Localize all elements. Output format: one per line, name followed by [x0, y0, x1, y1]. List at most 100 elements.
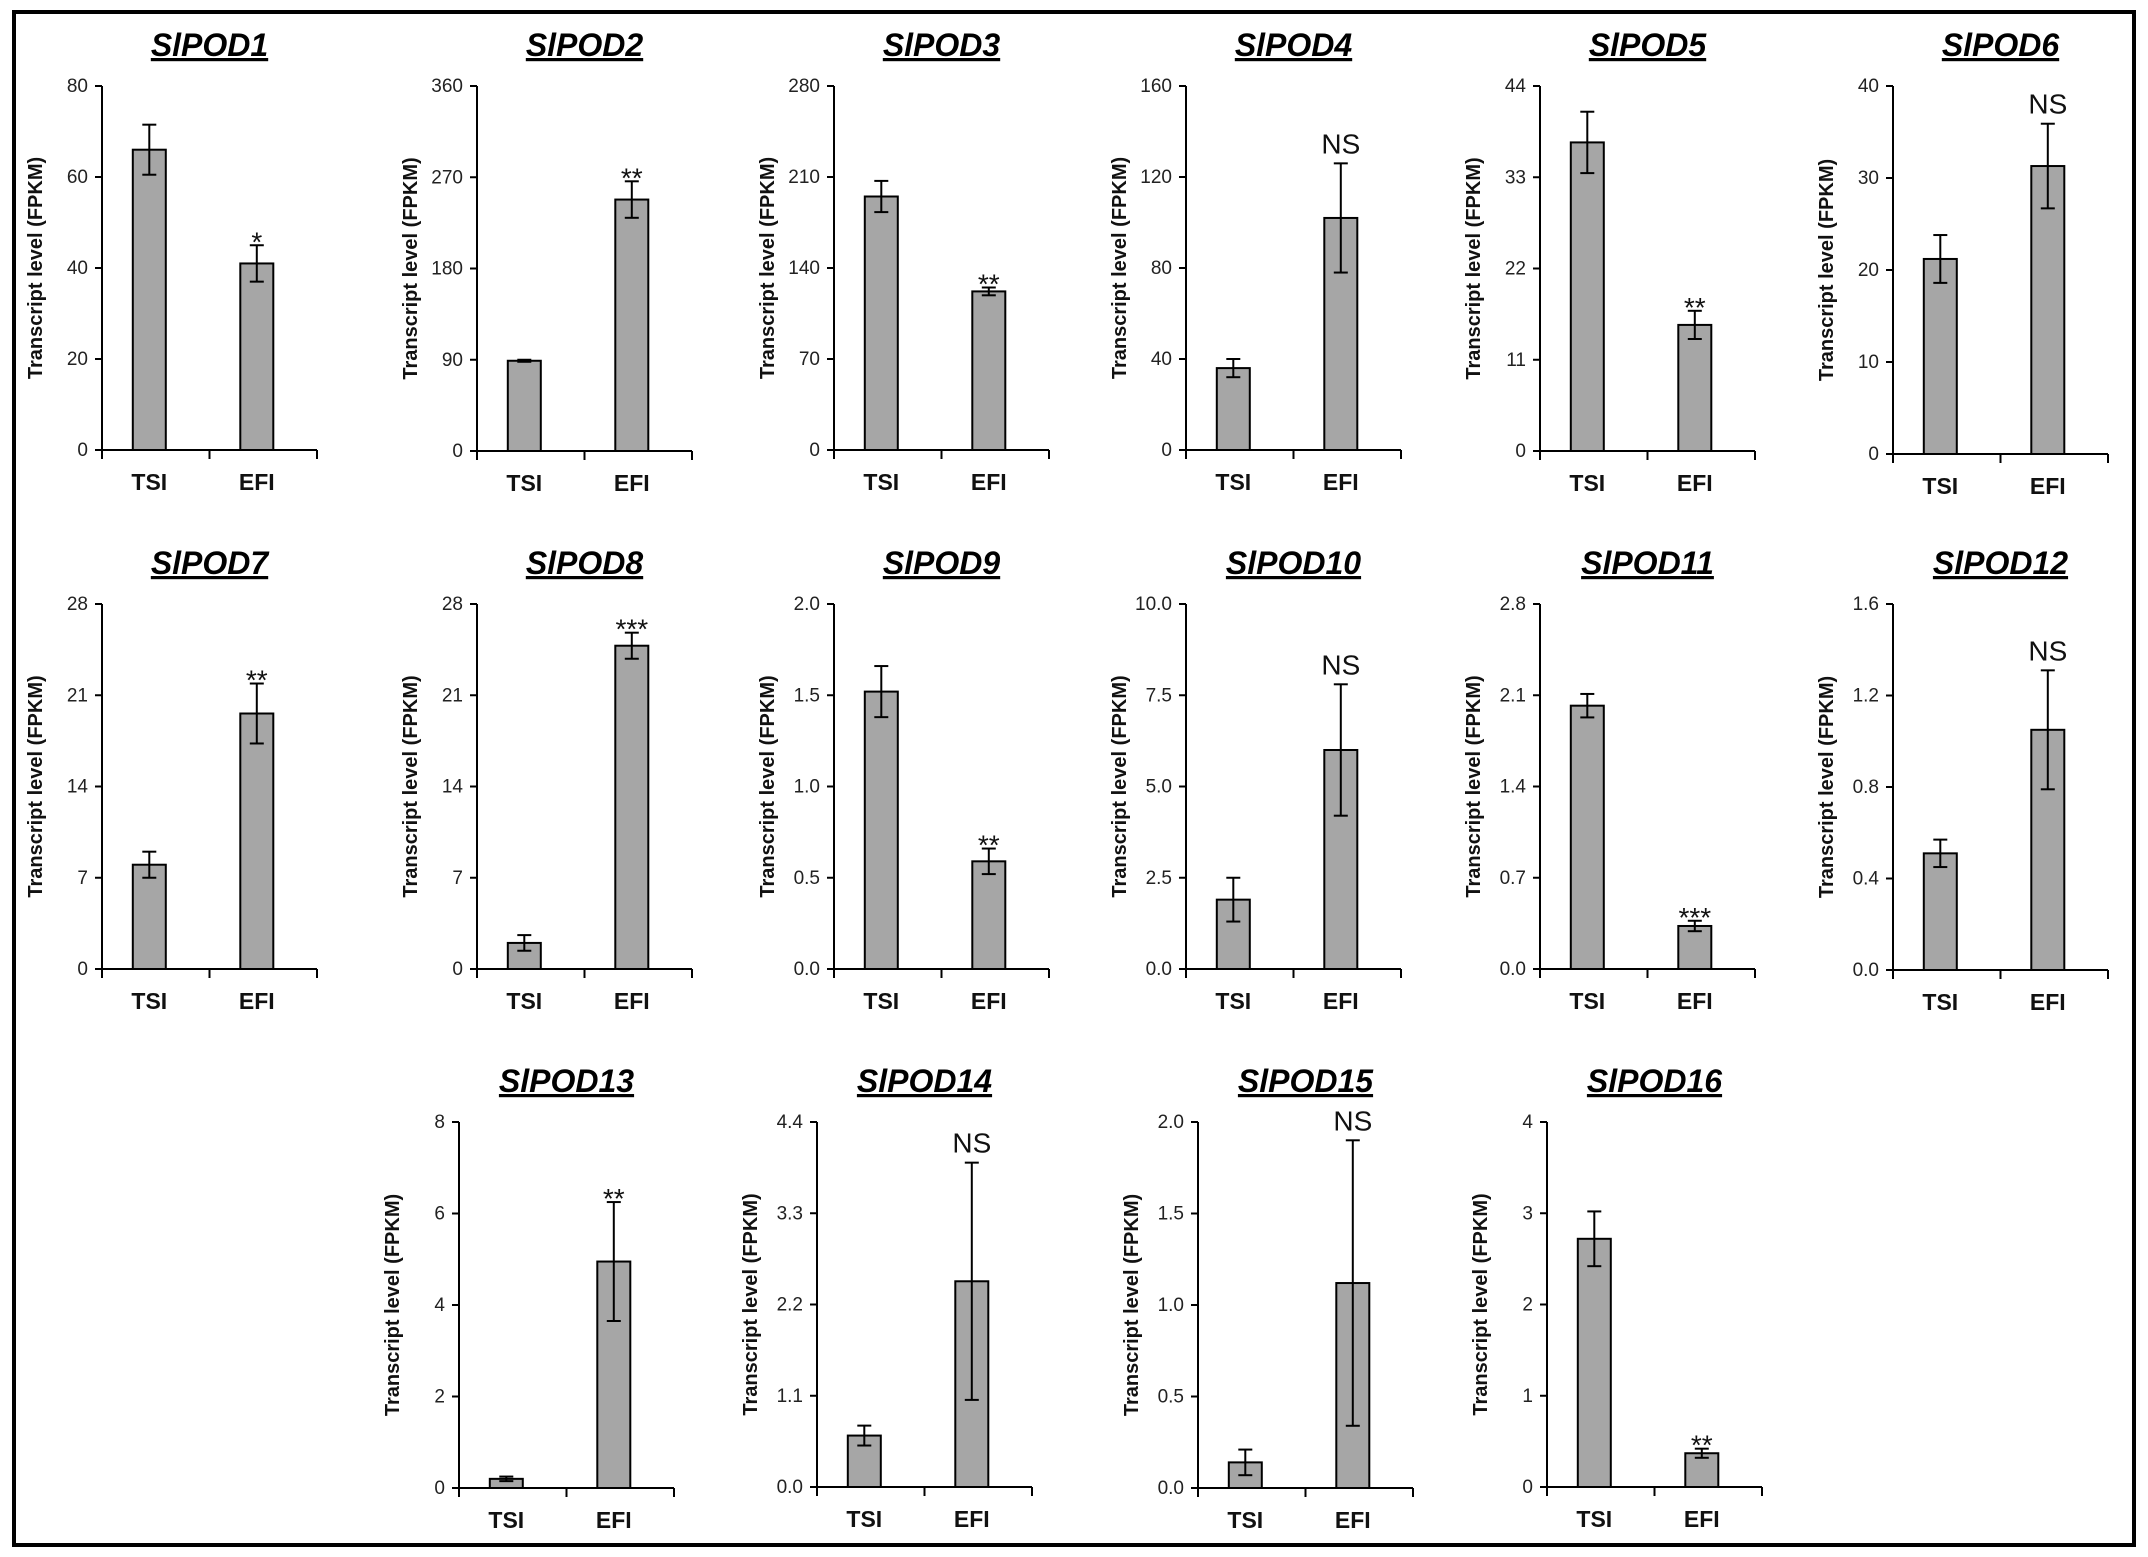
x-tick-label-tsi: TSI	[1569, 988, 1605, 1014]
y-tick-label: 140	[788, 258, 820, 279]
y-tick-label: 1.2	[1853, 686, 1879, 707]
y-axis-label: Transcript level (FPKM)	[25, 675, 47, 897]
x-tick-label-efi: EFI	[239, 469, 275, 495]
bar-efi	[1677, 924, 1713, 970]
significance-label: **	[621, 162, 643, 193]
bar-efi	[1323, 749, 1359, 970]
y-tick-label: 0.5	[794, 868, 820, 889]
y-tick-label: 0	[452, 441, 463, 462]
significance-label: NS	[1321, 128, 1360, 159]
chart-title: SlPOD3	[883, 27, 1001, 63]
panel-slpod9: SlPOD9 0.0 0.5 1.0 1.5 2.0 Transcript level (F…	[757, 545, 1050, 1014]
x-tick-label-efi: EFI	[614, 470, 650, 496]
bar-efi	[614, 644, 650, 970]
x-tick-label-efi: EFI	[1323, 469, 1359, 495]
x-tick-label-efi: EFI	[971, 988, 1007, 1014]
y-tick-label: 2.0	[1158, 1112, 1184, 1133]
panel-slpod16: SlPOD16 0 1 2 3 4 Transcript level (FPKM) TSI EF…	[1470, 1063, 1763, 1532]
y-tick-label: 0.4	[1853, 869, 1880, 890]
x-tick-label-tsi: TSI	[1227, 1507, 1263, 1533]
x-tick-label-efi: EFI	[614, 988, 650, 1014]
y-tick-label: 0	[1868, 444, 1879, 465]
y-tick-label: 10.0	[1135, 594, 1172, 615]
y-tick-label: 44	[1505, 76, 1527, 97]
bar-efi	[614, 198, 650, 452]
bar-efi	[971, 290, 1007, 451]
chart-title: SlPOD4	[1235, 27, 1353, 63]
y-tick-label: 1.6	[1853, 594, 1879, 615]
y-tick-label: 33	[1505, 167, 1526, 188]
x-tick-label-tsi: TSI	[1576, 1506, 1612, 1532]
y-tick-label: 0.0	[1500, 959, 1526, 980]
panel-slpod5: SlPOD5 0 11 22 33 44 Transcript level (FPKM) TS…	[1463, 27, 1756, 496]
y-axis-label: Transcript level (FPKM)	[400, 675, 422, 897]
y-tick-label: 1.5	[1158, 1204, 1184, 1225]
x-tick-label-tsi: TSI	[131, 988, 167, 1014]
bar-tsi	[131, 863, 167, 971]
panel-slpod2: SlPOD2 0 90 180 270 360 Transcript level (FPKM…	[400, 27, 693, 496]
chart-title: SlPOD16	[1587, 1063, 1722, 1099]
significance-label: *	[251, 226, 262, 257]
y-tick-label: 30	[1858, 168, 1879, 189]
bar-tsi	[1922, 257, 1958, 455]
y-tick-label: 2	[434, 1387, 445, 1408]
y-tick-label: 4	[1522, 1112, 1533, 1133]
y-tick-label: 10	[1858, 352, 1879, 373]
chart-title: SlPOD1	[151, 27, 268, 63]
y-tick-label: 28	[67, 594, 88, 615]
y-tick-label: 2.2	[777, 1295, 803, 1316]
y-tick-label: 0.0	[1158, 1478, 1184, 1499]
bar-efi	[239, 712, 275, 970]
y-tick-label: 2	[1522, 1295, 1533, 1316]
panel-slpod11: SlPOD11 0.0 0.7 1.4 2.1 2.8 Transcript level (…	[1463, 545, 1756, 1014]
y-tick-label: 4	[434, 1295, 445, 1316]
chart-title: SlPOD13	[499, 1063, 634, 1099]
y-tick-label: 80	[1151, 258, 1172, 279]
significance-label: NS	[1333, 1105, 1372, 1136]
y-tick-label: 2.5	[1146, 868, 1172, 889]
y-axis-label: Transcript level (FPKM)	[1463, 675, 1485, 897]
y-tick-label: 280	[788, 76, 820, 97]
y-tick-label: 7	[77, 868, 88, 889]
y-tick-label: 1.1	[777, 1386, 803, 1407]
panel-slpod4: SlPOD4 0 40 80 120 160 Transcript level (FPKM)…	[1109, 27, 1402, 495]
x-tick-label-tsi: TSI	[1569, 470, 1605, 496]
x-tick-label-tsi: TSI	[131, 469, 167, 495]
significance-label: **	[978, 269, 1000, 300]
y-axis-label: Transcript level (FPKM)	[757, 675, 779, 897]
y-tick-label: 0.8	[1853, 777, 1879, 798]
bar-tsi	[1569, 704, 1605, 971]
bar-tsi	[863, 195, 899, 451]
bar-tsi	[1576, 1237, 1612, 1489]
y-tick-label: 0	[1161, 440, 1172, 461]
y-tick-label: 2.1	[1500, 685, 1526, 706]
x-tick-label-tsi: TSI	[1922, 473, 1958, 499]
chart-title: SlPOD9	[883, 545, 1001, 581]
y-axis-label: Transcript level (FPKM)	[757, 157, 779, 379]
x-tick-label-tsi: TSI	[506, 988, 542, 1014]
y-axis-label: Transcript level (FPKM)	[740, 1193, 762, 1415]
panel-slpod7: SlPOD7 0 7 14 21 28 Transcript level (FPKM) TSI…	[25, 545, 318, 1014]
bar-tsi	[131, 148, 167, 451]
y-tick-label: 1	[1522, 1386, 1533, 1407]
x-tick-label-tsi: TSI	[863, 988, 899, 1014]
y-tick-label: 0	[434, 1478, 445, 1499]
panel-slpod3: SlPOD3 0 70 140 210 280 Transcript level (FPKM…	[757, 27, 1050, 495]
panel-slpod13: SlPOD13 0 2 4 6 8 Transcript level (FPKM) TSI EF…	[382, 1063, 675, 1533]
y-tick-label: 5.0	[1146, 777, 1172, 798]
y-axis-label: Transcript level (FPKM)	[1109, 157, 1131, 379]
significance-label: NS	[2028, 89, 2067, 120]
significance-label: **	[603, 1183, 625, 1214]
y-tick-label: 0	[452, 959, 463, 980]
y-tick-label: 0.0	[794, 959, 820, 980]
significance-label: ***	[1678, 902, 1711, 933]
y-tick-label: 0	[77, 440, 88, 461]
bar-tsi	[506, 359, 542, 452]
panel-slpod12: SlPOD12 0.0 0.4 0.8 1.2 1.6 Transcript level (…	[1816, 545, 2109, 1015]
y-tick-label: 28	[442, 594, 463, 615]
bar-efi	[2030, 165, 2066, 455]
chart-title: SlPOD6	[1942, 27, 2060, 63]
x-tick-label-efi: EFI	[954, 1506, 990, 1532]
y-tick-label: 0.0	[1853, 960, 1879, 981]
y-tick-label: 22	[1505, 259, 1526, 280]
